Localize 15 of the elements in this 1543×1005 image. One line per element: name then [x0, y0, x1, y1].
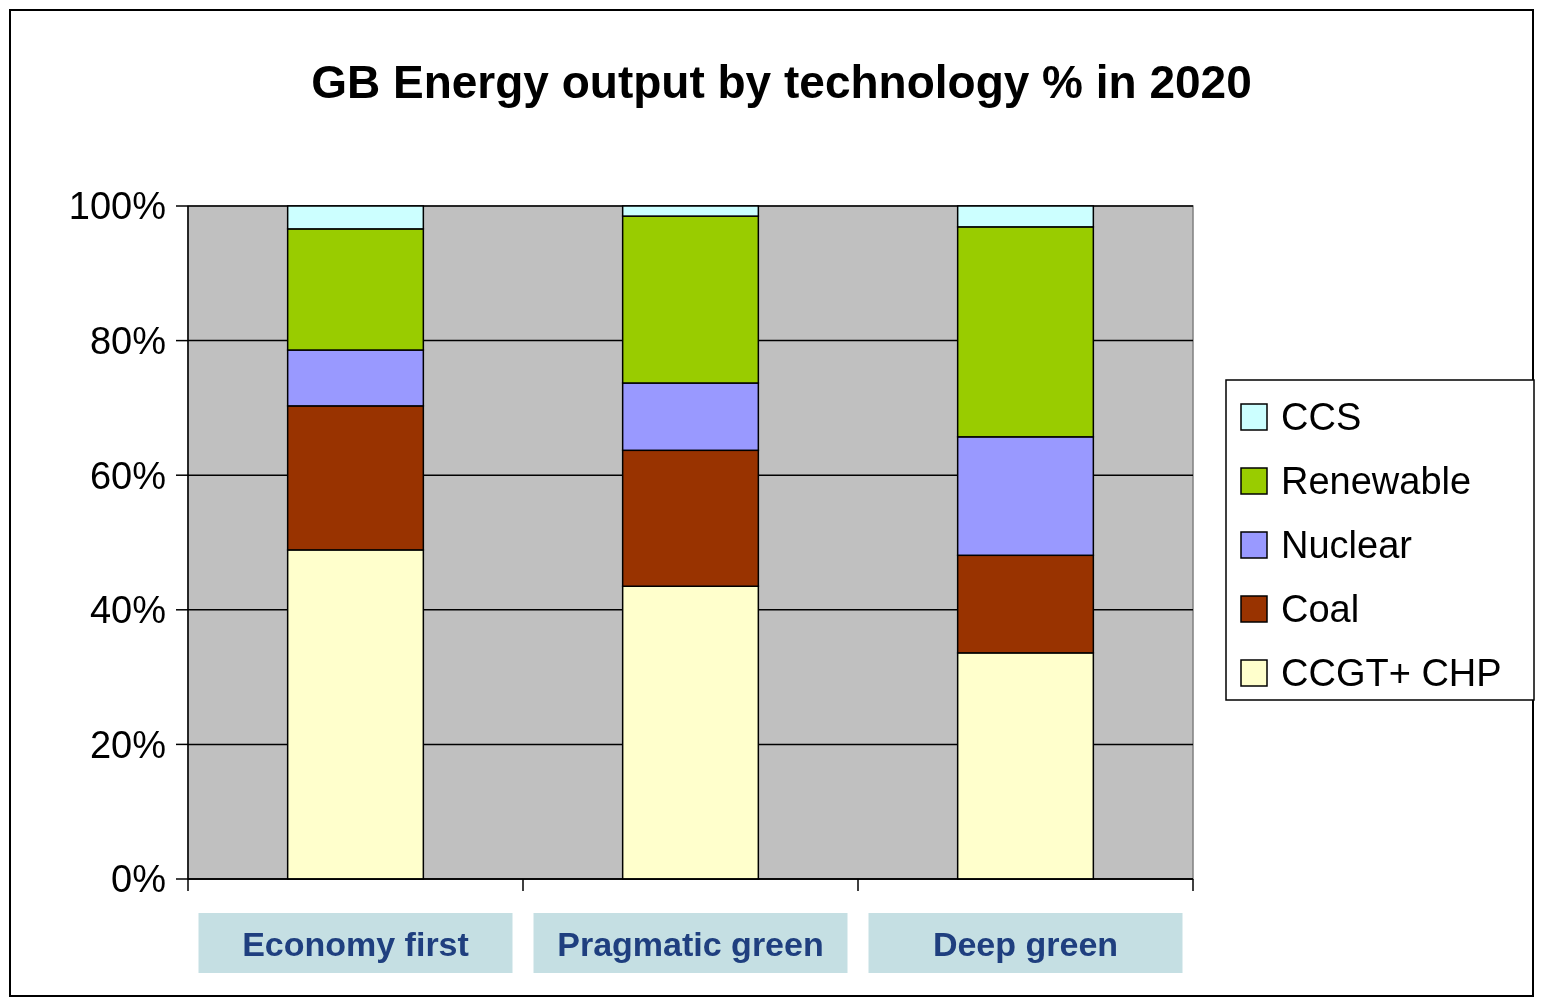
chart-title: GB Energy output by technology % in 2020	[311, 56, 1252, 108]
y-tick-label: 0%	[111, 858, 166, 901]
legend-label: Coal	[1281, 588, 1360, 631]
x-tick-label: Pragmatic green	[557, 924, 824, 963]
legend-label: CCS	[1281, 396, 1362, 439]
y-tick-label: 100%	[68, 185, 166, 228]
x-tick-label: Economy first	[242, 924, 469, 963]
y-tick-label: 80%	[89, 319, 166, 362]
legend-label: Renewable	[1281, 460, 1472, 503]
y-tick-label: 20%	[89, 723, 166, 766]
legend-label: CCGT+ CHP	[1281, 652, 1502, 695]
y-tick-label: 40%	[89, 589, 166, 632]
y-tick-label: 60%	[89, 454, 166, 497]
legend-label: Nuclear	[1281, 524, 1413, 567]
x-tick-label: Deep green	[932, 924, 1119, 963]
